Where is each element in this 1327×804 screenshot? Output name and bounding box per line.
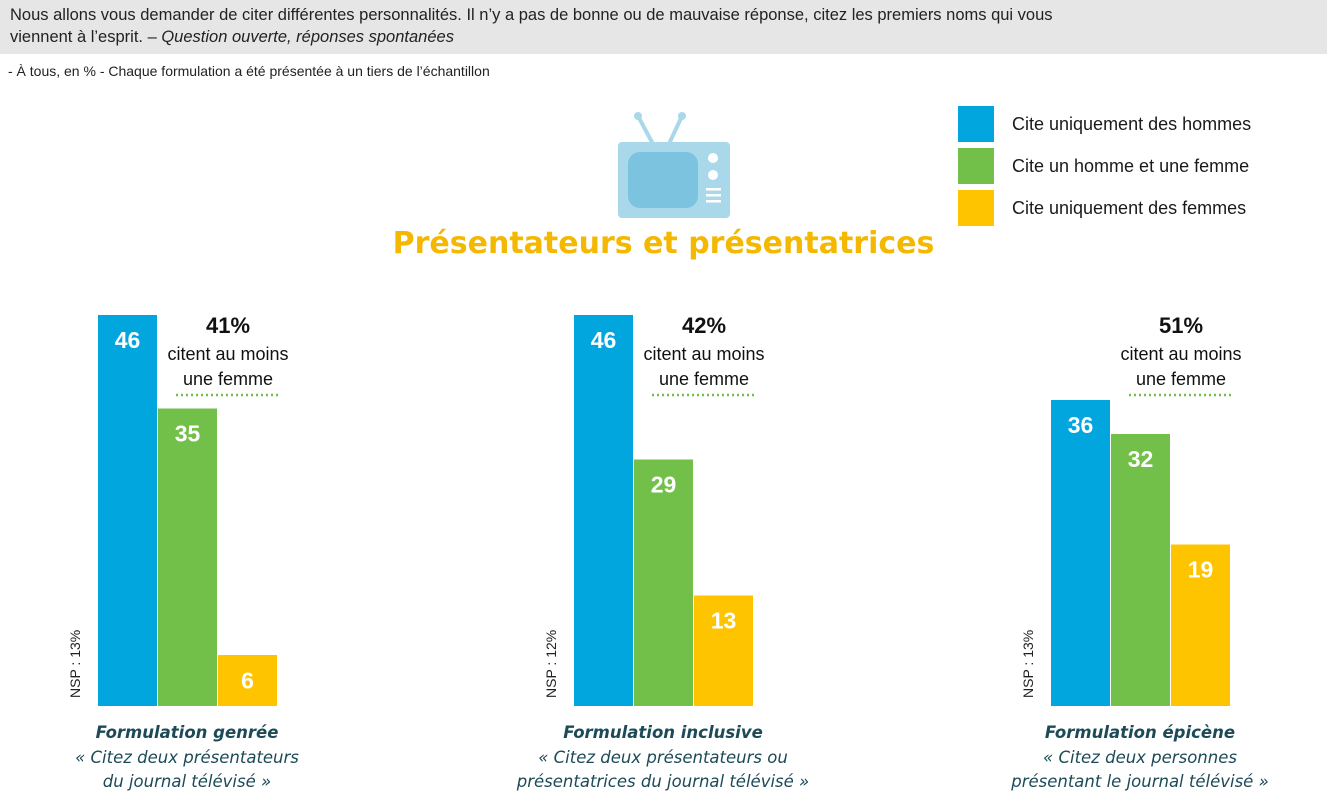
bar-g1-s3 <box>218 655 277 706</box>
nsp-label: NSP : 13% <box>1020 630 1036 698</box>
bar-value-label: 46 <box>115 327 141 353</box>
cite-line-1: citent au moins <box>643 344 764 364</box>
formulation-quote-line-1: « Citez deux présentateurs ou <box>538 748 788 767</box>
question-band: Nous allons vous demander de citer diffé… <box>0 0 1327 54</box>
legend-swatch-hommes <box>958 106 994 142</box>
question-line-2: viennent à l’esprit. – Question ouverte,… <box>10 26 1317 48</box>
tv-icon <box>618 112 730 218</box>
question-line-2-text: viennent à l’esprit. – <box>10 28 162 46</box>
formulation-quote-line-1: « Citez deux présentateurs <box>75 748 299 767</box>
bar-g1-s1 <box>98 315 157 706</box>
bar-g3-s1 <box>1051 400 1110 706</box>
nsp-label: NSP : 13% <box>67 630 83 698</box>
formulation-quote-line-2: présentant le journal télévisé » <box>1010 772 1269 791</box>
formulation-quote-line-2: présentatrices du journal télévisé » <box>516 772 809 791</box>
pct-cite-femme: 41% <box>206 313 250 338</box>
bar-g3-s2 <box>1111 434 1170 706</box>
question-line-1: Nous allons vous demander de citer diffé… <box>10 6 1053 24</box>
legend-label-homme-et-femme: Cite un homme et une femme <box>1012 156 1250 176</box>
bar-value-label: 19 <box>1188 557 1214 583</box>
formulation-title: Formulation genrée <box>96 723 279 742</box>
bar-value-label: 36 <box>1068 412 1094 438</box>
question-type: Question ouverte, réponses spontanées <box>161 28 454 46</box>
bar-value-label: 29 <box>651 472 677 498</box>
legend-label-femmes: Cite uniquement des femmes <box>1012 198 1247 218</box>
bar-g2-s1 <box>574 315 633 706</box>
bar-value-label: 32 <box>1128 446 1154 472</box>
formulation-title: Formulation inclusive <box>563 723 763 742</box>
chart-title: Présentateurs et présentatrices <box>392 226 935 261</box>
bar-value-label: 46 <box>591 327 617 353</box>
base-note: - À tous, en % - Chaque formulation a ét… <box>8 63 490 79</box>
bar-g3-s3 <box>1171 544 1230 706</box>
bar-g2-s3 <box>694 595 753 706</box>
bar-g2-s2 <box>634 459 693 706</box>
legend-swatch-femmes <box>958 190 994 226</box>
legend-label-hommes: Cite uniquement des hommes <box>1012 114 1252 134</box>
formulation-quote-line-1: « Citez deux personnes <box>1043 748 1237 767</box>
pct-cite-femme: 42% <box>682 313 726 338</box>
cite-line-2: une femme <box>659 369 749 389</box>
cite-line-2: une femme <box>1136 369 1226 389</box>
bar-g1-s2 <box>158 408 217 706</box>
legend-swatch-homme-et-femme <box>958 148 994 184</box>
cite-line-1: citent au moins <box>1120 344 1241 364</box>
formulation-title: Formulation épicène <box>1045 723 1235 742</box>
cite-line-2: une femme <box>183 369 273 389</box>
bar-value-label: 6 <box>241 668 254 694</box>
bar-value-label: 35 <box>175 421 201 447</box>
formulation-quote-line-2: du journal télévisé » <box>103 772 271 791</box>
nsp-label: NSP : 12% <box>543 630 559 698</box>
bar-value-label: 13 <box>711 608 737 634</box>
cite-line-1: citent au moins <box>167 344 288 364</box>
pct-cite-femme: 51% <box>1159 313 1203 338</box>
